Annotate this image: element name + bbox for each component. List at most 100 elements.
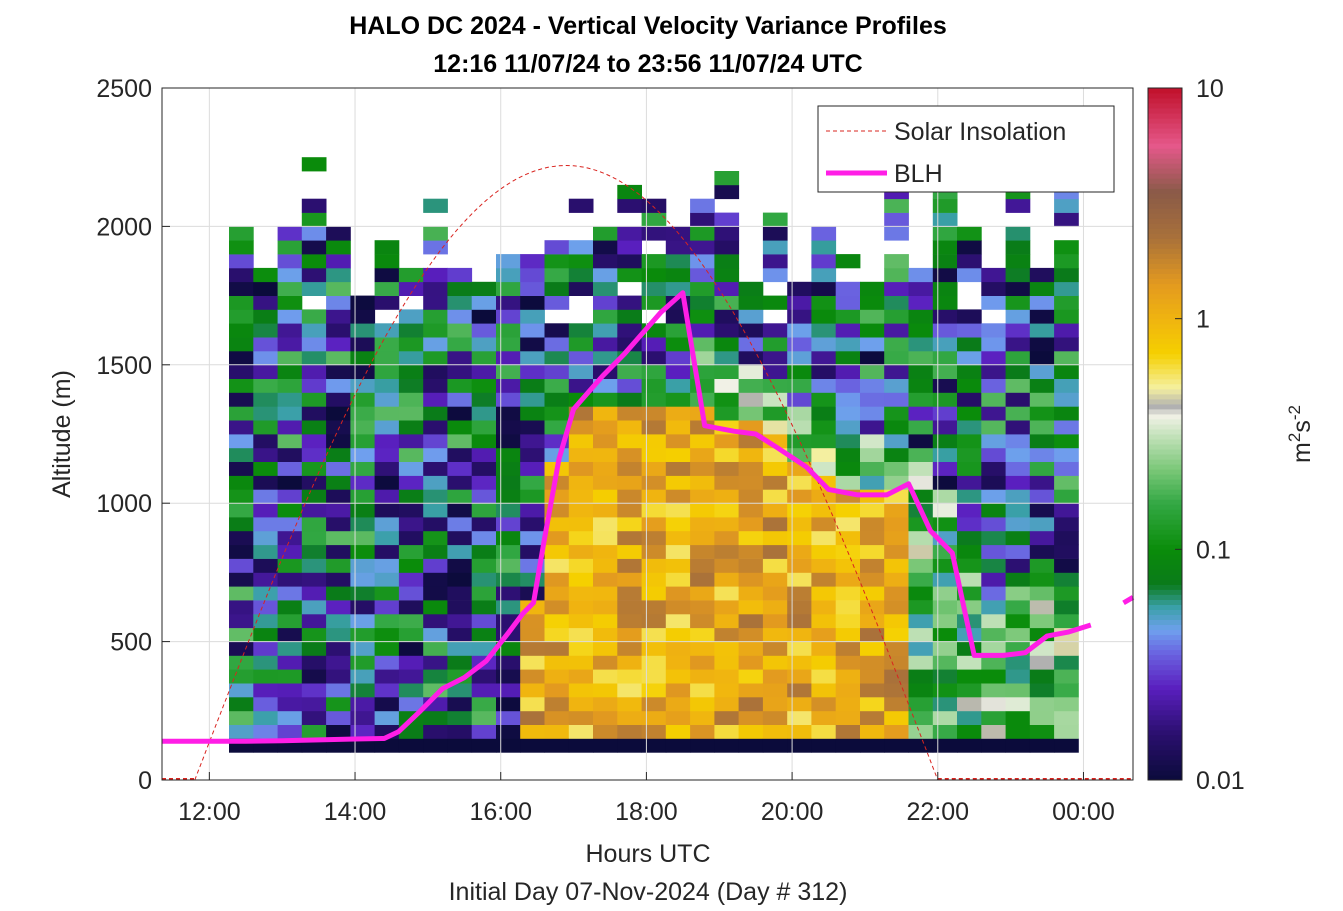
heatmap-cell bbox=[884, 530, 909, 546]
heatmap-cell bbox=[617, 226, 642, 241]
heatmap-cell bbox=[714, 434, 740, 449]
heatmap-cell bbox=[1005, 420, 1031, 435]
heatmap-cell bbox=[350, 489, 376, 504]
heatmap-cell bbox=[229, 378, 254, 393]
heatmap-cell bbox=[1054, 254, 1079, 269]
heatmap-cell bbox=[811, 517, 837, 532]
heatmap-cell bbox=[1029, 295, 1055, 310]
heatmap-cell bbox=[520, 447, 545, 462]
heatmap-cell bbox=[593, 586, 618, 601]
heatmap-cell bbox=[593, 309, 618, 324]
heatmap-cell bbox=[811, 655, 837, 670]
heatmap-cell bbox=[908, 364, 934, 379]
heatmap-cell bbox=[471, 738, 497, 753]
heatmap-cell bbox=[520, 378, 545, 393]
heatmap-cell bbox=[762, 240, 788, 255]
heatmap-cell bbox=[593, 281, 618, 296]
heatmap-cell bbox=[593, 627, 618, 642]
y-axis: 0 500 1000 1500 2000 2500 bbox=[96, 75, 170, 795]
heatmap-cell bbox=[617, 267, 642, 283]
heatmap-cell bbox=[981, 503, 1006, 518]
heatmap-cell bbox=[665, 544, 691, 559]
heatmap-cell bbox=[374, 406, 400, 421]
legend-solar-label: Solar Insolation bbox=[894, 118, 1066, 146]
heatmap-cell bbox=[593, 351, 618, 366]
heatmap-cell bbox=[665, 378, 691, 393]
heatmap-cell bbox=[398, 337, 424, 352]
heatmap-cell bbox=[520, 724, 545, 739]
heatmap-cell bbox=[884, 710, 909, 725]
x-tick-label: 12:00 bbox=[178, 798, 241, 826]
heatmap-cell bbox=[1005, 351, 1031, 366]
heatmap-cell bbox=[471, 323, 497, 338]
heatmap-cell bbox=[496, 323, 521, 338]
heatmap-cell bbox=[762, 669, 788, 684]
heatmap-cell bbox=[374, 489, 400, 504]
heatmap-cell bbox=[714, 724, 740, 739]
heatmap-cell bbox=[617, 724, 642, 739]
heatmap-cell bbox=[1005, 475, 1031, 490]
heatmap-cell bbox=[253, 655, 278, 670]
heatmap-cell bbox=[350, 517, 376, 532]
heatmap-cell bbox=[714, 586, 740, 601]
colorbar-segment bbox=[1148, 143, 1182, 149]
heatmap-cell bbox=[520, 351, 545, 366]
colorbar-segment bbox=[1148, 88, 1182, 94]
heatmap-cell bbox=[544, 337, 570, 352]
heatmap-cell bbox=[738, 517, 764, 532]
heatmap-cell bbox=[665, 641, 691, 656]
heatmap-cell bbox=[496, 572, 521, 587]
heatmap-cell bbox=[447, 351, 473, 366]
heatmap-cell bbox=[738, 586, 764, 601]
colorbar-segment bbox=[1148, 504, 1182, 510]
heatmap-cell bbox=[350, 558, 376, 573]
colorbar-segment bbox=[1148, 659, 1182, 666]
heatmap-cell bbox=[1054, 198, 1079, 213]
colorbar-segment bbox=[1148, 765, 1182, 771]
heatmap-cell bbox=[374, 503, 400, 518]
heatmap-cell bbox=[957, 489, 982, 504]
heatmap-cell bbox=[398, 530, 424, 546]
heatmap-cell bbox=[374, 240, 400, 255]
heatmap-cell bbox=[447, 641, 473, 656]
heatmap-cell bbox=[835, 461, 861, 476]
heatmap-cell bbox=[738, 392, 764, 407]
heatmap-cell bbox=[787, 724, 812, 739]
heatmap-cell bbox=[374, 655, 400, 670]
heatmap-cell bbox=[496, 544, 521, 559]
heatmap-cell bbox=[641, 267, 667, 283]
heatmap-cell bbox=[447, 461, 473, 476]
heatmap-cell bbox=[932, 337, 958, 352]
heatmap-cell bbox=[884, 323, 909, 338]
heatmap-cell bbox=[811, 503, 837, 518]
heatmap-cell bbox=[1054, 447, 1079, 462]
heatmap-cell bbox=[738, 600, 764, 615]
heatmap-cell bbox=[229, 544, 254, 559]
heatmap-cell bbox=[932, 392, 958, 407]
heatmap-cell bbox=[326, 724, 351, 739]
heatmap-cell bbox=[981, 710, 1006, 725]
colorbar-segment bbox=[1148, 614, 1182, 620]
heatmap-cell bbox=[326, 351, 351, 366]
heatmap-cell bbox=[253, 669, 278, 684]
heatmap-cell bbox=[1029, 434, 1055, 449]
heatmap-cell bbox=[908, 420, 934, 435]
heatmap-cell bbox=[690, 337, 715, 352]
heatmap-cell bbox=[593, 337, 618, 352]
heatmap-cell bbox=[908, 434, 934, 449]
heatmap-cell bbox=[1005, 627, 1031, 642]
heatmap-cell bbox=[326, 530, 351, 546]
heatmap-cell bbox=[544, 517, 570, 532]
heatmap-cell bbox=[423, 323, 448, 338]
heatmap-cell bbox=[398, 364, 424, 379]
heatmap-cell bbox=[738, 572, 764, 587]
heatmap-cell bbox=[471, 710, 497, 725]
colorbar-segment bbox=[1148, 223, 1182, 229]
colorbar-tick-label: 0.01 bbox=[1196, 767, 1245, 795]
heatmap-cell bbox=[665, 627, 691, 642]
heatmap-cell bbox=[1054, 558, 1079, 573]
heatmap-cell bbox=[229, 281, 254, 296]
heatmap-cell bbox=[884, 613, 909, 629]
chart-title-line1: HALO DC 2024 - Vertical Velocity Varianc… bbox=[349, 12, 947, 40]
heatmap-cell bbox=[908, 461, 934, 476]
